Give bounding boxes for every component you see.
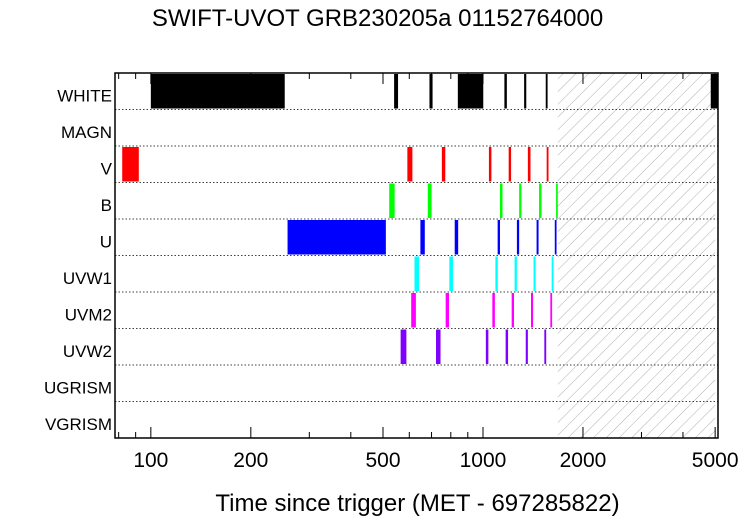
x-tick-label: 2000: [560, 449, 607, 472]
x-tick-label: 100: [133, 449, 168, 472]
plot-frame: [114, 72, 719, 439]
exposure-segment-uvw1: [449, 256, 453, 291]
exposure-segment-b: [389, 183, 395, 218]
exposure-segment-u: [554, 220, 557, 255]
exposure-segment-uvw2: [485, 329, 489, 364]
exposure-segment-white: [710, 74, 718, 109]
exposure-segment-uvw1: [551, 256, 554, 291]
row-label-vgrism: VGRISM: [45, 415, 112, 434]
exposure-segment-white: [394, 74, 399, 109]
exposure-segment-uvw1: [533, 256, 536, 291]
exposure-segment-b: [519, 183, 522, 218]
exposure-segment-u: [536, 220, 539, 255]
x-tick-label: 5000: [692, 449, 739, 472]
exposure-segment-uvm2: [411, 293, 416, 328]
exposure-segment-v: [122, 147, 139, 182]
x-axis-label: Time since trigger (MET - 697285822): [215, 490, 620, 517]
exposure-segment-v: [488, 147, 492, 182]
exposure-segment-uvw1: [495, 256, 498, 291]
exposure-segment-b: [539, 183, 542, 218]
exposure-segment-uvw2: [544, 329, 547, 364]
row-separators: [115, 109, 718, 402]
exposure-segment-u: [516, 220, 520, 255]
exposure-segment-white: [457, 74, 484, 109]
exposure-segment-u: [454, 220, 459, 255]
exposure-segment-white: [429, 74, 433, 109]
row-label-magn: MAGN: [61, 123, 112, 142]
x-axis-ticks: 100 200 500 1000 2000 5000: [118, 73, 739, 472]
exposure-segment-white: [545, 74, 548, 109]
exposure-segment-white: [150, 74, 285, 109]
exposure-segment-uvm2: [445, 293, 449, 328]
exposure-segment-b: [556, 183, 558, 218]
exposure-segment-uvm2: [492, 293, 495, 328]
row-label-uvw1: UVW1: [63, 269, 112, 288]
exposure-segment-uvm2: [550, 293, 553, 328]
exposure-segment-v: [546, 147, 549, 182]
exposure-segment-v: [527, 147, 531, 182]
exposure-segments: [122, 74, 718, 364]
exposure-segment-b: [499, 183, 503, 218]
exposure-segment-uvw1: [514, 256, 517, 291]
exposure-segment-uvm2: [531, 293, 534, 328]
row-label-ugrism: UGRISM: [44, 379, 112, 398]
exposure-segment-u: [497, 220, 500, 255]
exposure-segment-white: [504, 74, 507, 109]
exposure-segment-v: [441, 147, 446, 182]
exposure-segment-u: [287, 220, 386, 255]
row-label-uvm2: UVM2: [65, 306, 112, 325]
x-tick-label: 1000: [460, 449, 507, 472]
exposure-segment-v: [508, 147, 512, 182]
exposure-segment-uvw2: [400, 329, 407, 364]
exposure-segment-v: [407, 147, 413, 182]
exposure-segment-white: [524, 74, 527, 109]
row-label-v: V: [101, 160, 113, 179]
exposure-segment-uvw2: [435, 329, 441, 364]
row-label-u: U: [100, 233, 112, 252]
row-label-uvw2: UVW2: [63, 342, 112, 361]
x-tick-label: 200: [233, 449, 268, 472]
row-labels: WHITE MAGN VBU UVW1 UVM2 UVW2 UGRISM VGRISM: [44, 87, 113, 435]
exposure-segment-uvw1: [414, 256, 420, 291]
chart-title: SWIFT-UVOT GRB230205a 01152764000: [151, 5, 604, 32]
exposure-segment-uvw2: [525, 329, 528, 364]
row-label-white: WHITE: [57, 87, 112, 106]
row-label-b: B: [101, 196, 112, 215]
uvot-exposure-timeline: WHITE MAGN VBU UVW1 UVM2 UVW2 UGRISM VGRISM 100…: [44, 72, 739, 472]
exposure-segment-uvw2: [505, 329, 509, 364]
exposure-segment-b: [427, 183, 432, 218]
exposure-segment-u: [420, 220, 425, 255]
x-tick-label: 500: [365, 449, 400, 472]
exposure-segment-uvm2: [511, 293, 515, 328]
